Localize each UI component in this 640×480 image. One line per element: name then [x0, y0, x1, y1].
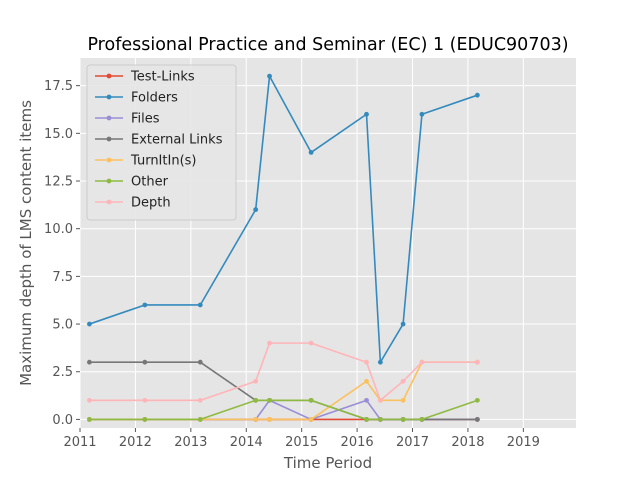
x-tick-label: 2014 [230, 435, 263, 450]
series-folders [87, 73, 480, 365]
data-point-folders [364, 111, 369, 117]
x-tick-label: 2019 [507, 435, 540, 450]
data-point-depth [267, 340, 272, 346]
x-tick-label: 2017 [396, 435, 429, 450]
y-tick-label: 10.0 [44, 222, 73, 237]
legend-swatch-marker [106, 157, 112, 163]
data-point-other [197, 417, 203, 422]
data-point-folders [400, 321, 406, 327]
data-point-external-links [474, 417, 480, 422]
data-point-other [400, 417, 406, 422]
data-point-files [364, 397, 369, 403]
data-point-other [308, 397, 314, 403]
data-point-external-links [87, 359, 92, 365]
data-point-depth [419, 359, 425, 365]
legend-swatch-marker [106, 115, 112, 121]
data-point-depth [87, 397, 92, 403]
y-tick-label: 15.0 [44, 127, 73, 142]
data-point-external-links [142, 359, 148, 365]
legend-item: Test-Links [95, 70, 195, 85]
data-point-depth [308, 340, 314, 346]
legend-label: External Links [131, 133, 223, 148]
y-tick-label: 5.0 [52, 318, 73, 333]
legend-label: Depth [131, 196, 171, 211]
data-point-turnitin-s [364, 378, 369, 384]
data-point-folders [267, 73, 272, 79]
legend-label: Files [131, 112, 160, 127]
y-axis-label: Maximum depth of LMS content items [17, 100, 35, 386]
legend-label: Test-Links [130, 70, 195, 85]
y-tick-label: 7.5 [52, 270, 73, 285]
legend: Test-Links Folders Files External Links Turn… [86, 64, 237, 221]
data-point-other [377, 417, 383, 422]
data-point-other [142, 417, 148, 422]
data-point-depth [197, 397, 203, 403]
data-point-folders [474, 92, 480, 98]
y-tick-label: 12.5 [44, 175, 73, 190]
x-tick-label: 2012 [119, 435, 152, 450]
legend-item: Folders [95, 91, 178, 106]
data-point-folders [87, 321, 92, 327]
legend-label: Other [131, 175, 169, 190]
data-point-turnitin-s [400, 397, 406, 403]
data-point-other [419, 417, 425, 422]
data-point-folders [253, 207, 259, 213]
legend-swatch-marker [106, 199, 112, 205]
data-point-depth [400, 378, 406, 384]
data-point-folders [142, 302, 148, 308]
data-point-other [364, 417, 369, 422]
data-point-folders [308, 150, 314, 155]
data-point-turnitin-s [267, 417, 272, 422]
legend-item: TurnItIn(s) [95, 154, 196, 169]
data-point-turnitin-s [253, 417, 259, 422]
data-point-other [253, 397, 259, 403]
legend-label: Folders [131, 91, 178, 106]
data-point-other [474, 397, 480, 403]
data-point-external-links [197, 359, 203, 365]
data-point-depth [142, 397, 148, 403]
y-tick-label: 2.5 [52, 365, 73, 380]
data-point-depth [377, 397, 383, 403]
data-point-folders [377, 359, 383, 365]
x-tick-label: 2013 [174, 435, 207, 450]
x-axis-ticks: 2011 2012 2013 2014 2015 2016 2017 2018 2019 [63, 428, 540, 450]
x-tick-label: 2018 [451, 435, 484, 450]
x-tick-label: 2015 [285, 435, 318, 450]
x-tick-label: 2011 [63, 435, 96, 450]
x-tick-label: 2016 [341, 435, 374, 450]
series-other [87, 397, 480, 422]
data-point-depth [253, 378, 259, 384]
data-point-depth [474, 359, 480, 365]
x-axis-label: Time Period [283, 454, 372, 472]
data-point-other [87, 417, 92, 422]
series-layer [87, 73, 480, 422]
y-axis-ticks: 0.0 2.5 5.0 7.5 10.0 12.5 15.0 17.5 [44, 79, 80, 428]
y-tick-label: 0.0 [52, 413, 73, 428]
data-point-depth [364, 359, 369, 365]
legend-label: TurnItIn(s) [130, 154, 196, 169]
data-point-other [267, 397, 272, 403]
legend-frame [86, 64, 237, 221]
legend-item: Depth [95, 196, 171, 211]
legend-item: Files [95, 112, 160, 127]
legend-swatch-marker [106, 178, 112, 184]
data-point-folders [419, 111, 425, 117]
chart-title: Professional Practice and Seminar (EC) 1… [87, 35, 568, 55]
legend-swatch-marker [106, 94, 112, 100]
legend-item: External Links [95, 133, 223, 148]
y-tick-label: 17.5 [44, 79, 73, 94]
data-point-turnitin-s [308, 417, 314, 422]
legend-item: Other [95, 175, 169, 190]
series-depth [87, 340, 480, 403]
legend-swatch-marker [106, 73, 112, 79]
data-point-folders [197, 302, 203, 308]
legend-swatch-marker [106, 136, 112, 142]
